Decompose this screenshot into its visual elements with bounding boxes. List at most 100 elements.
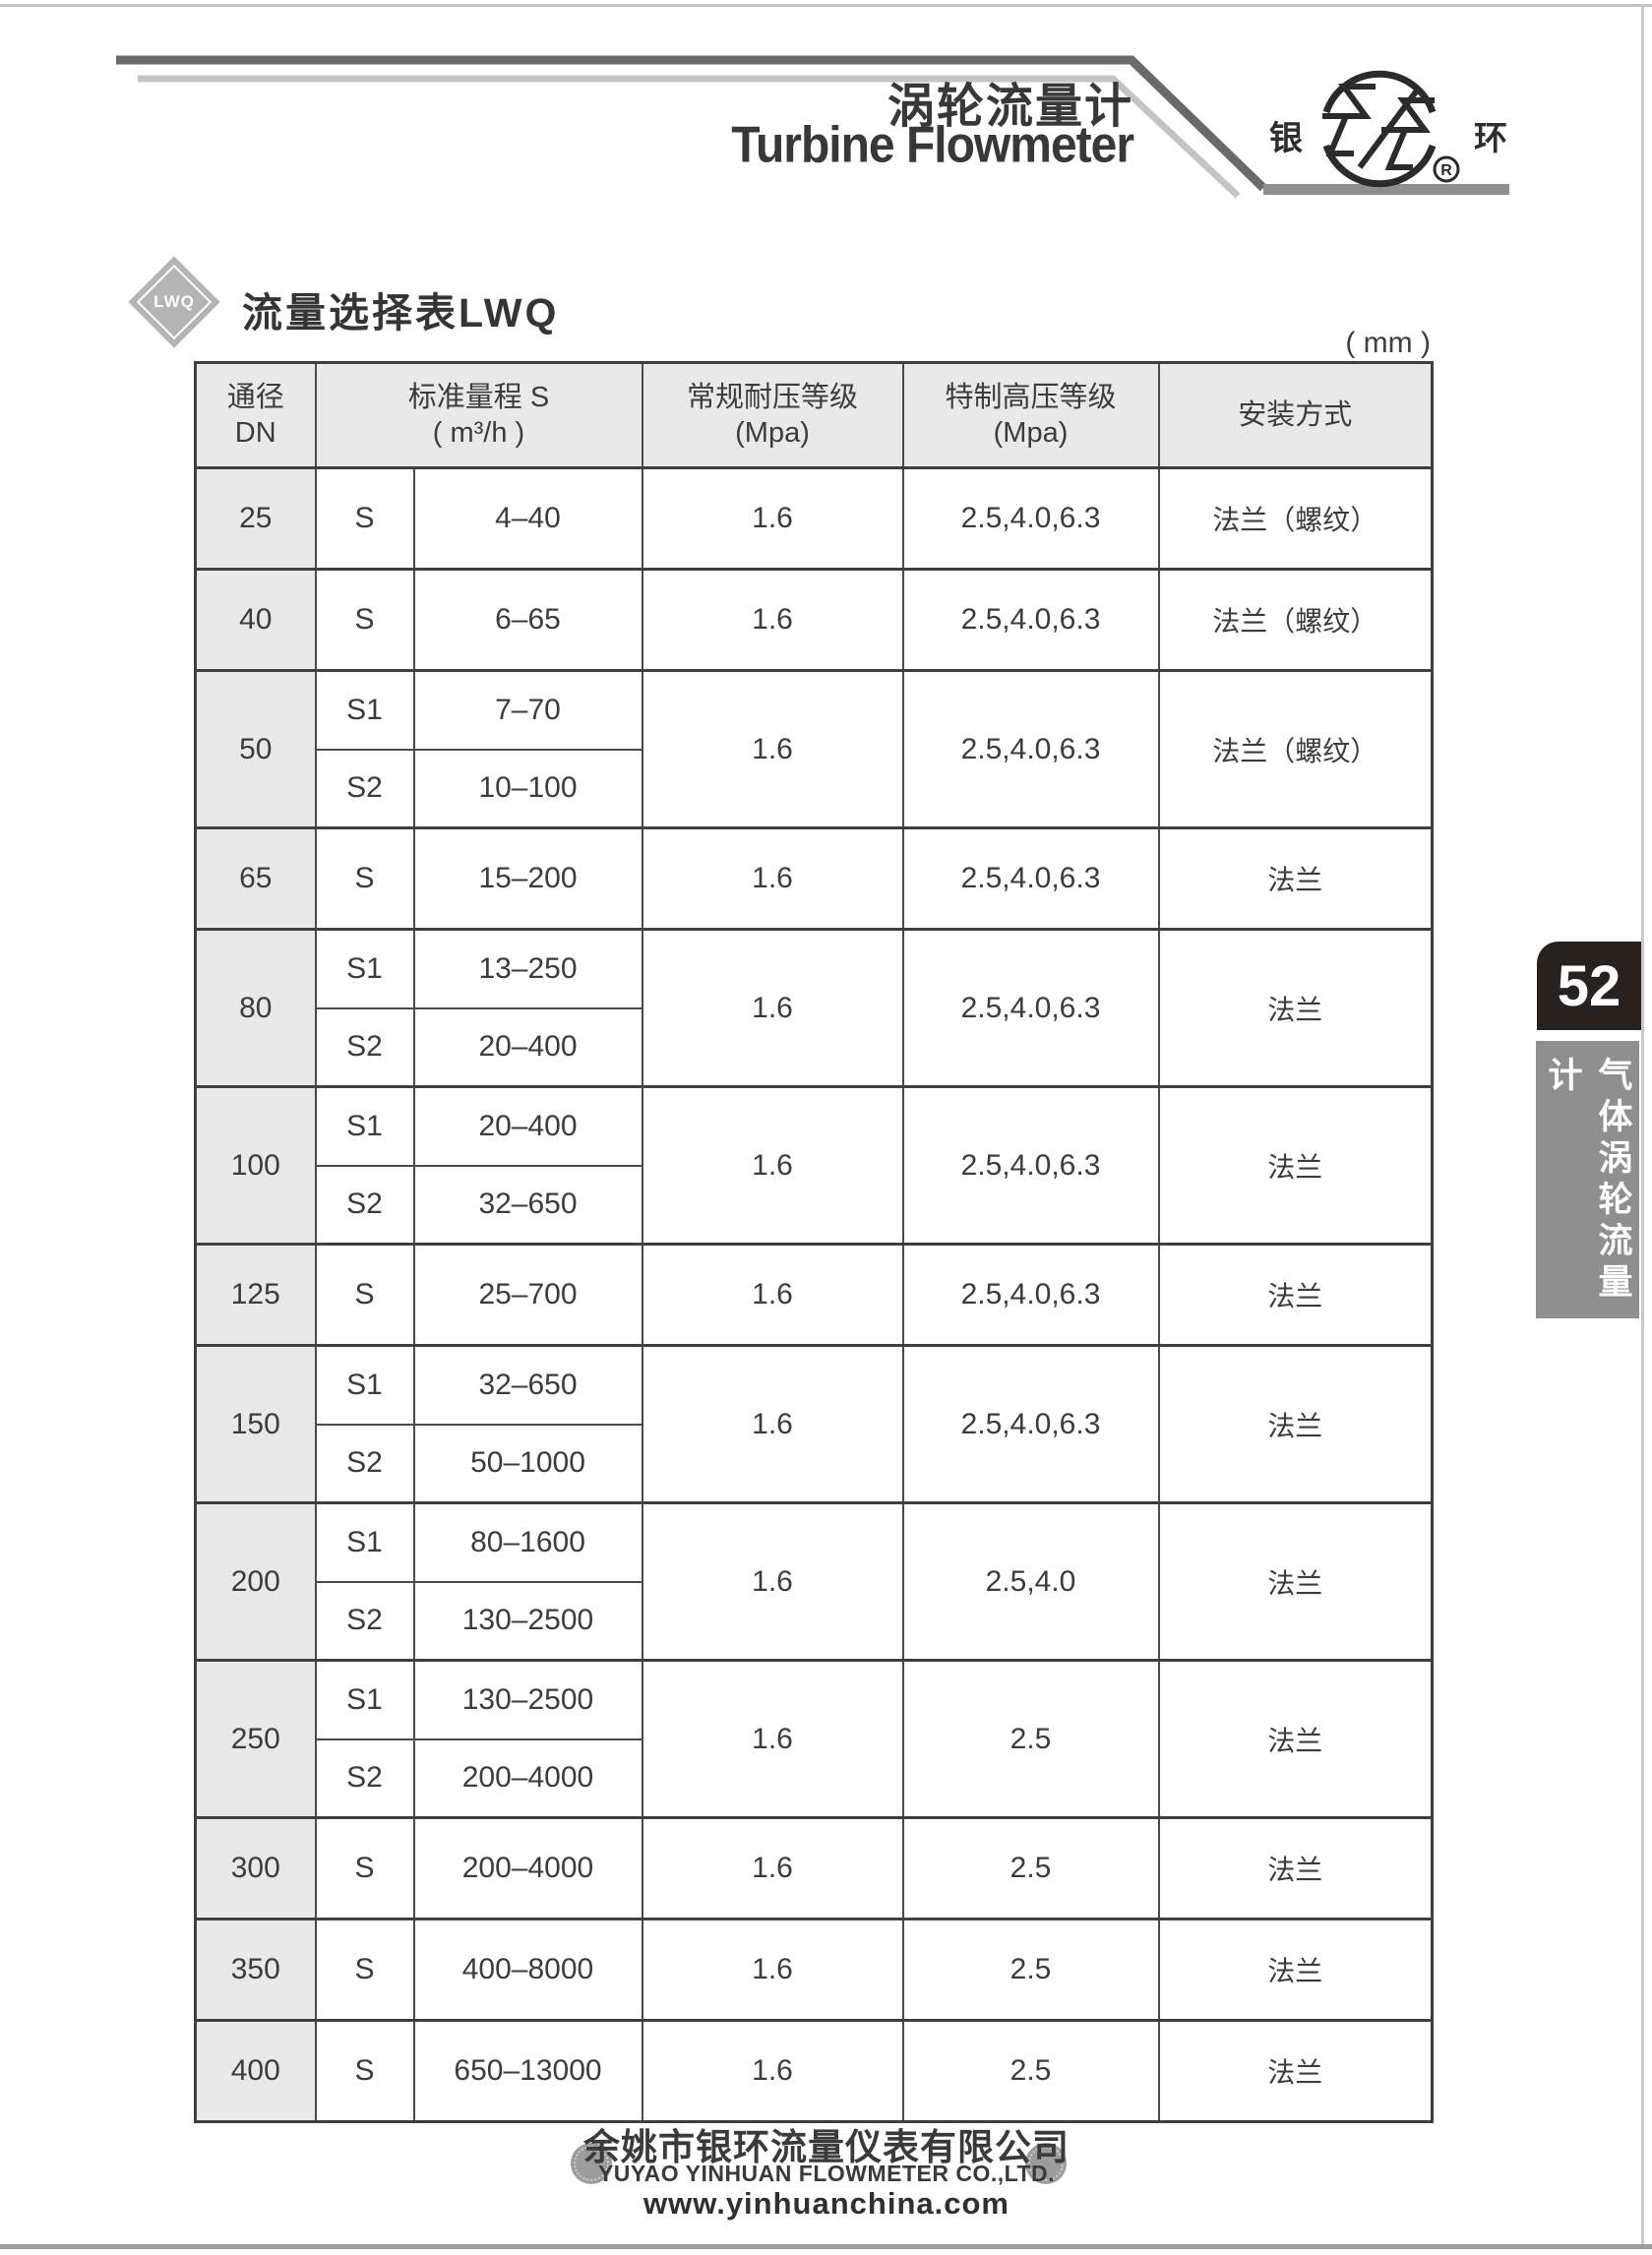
- cell-dn: 300: [194, 1816, 317, 1920]
- cell-special: 2.5: [901, 1816, 1160, 1920]
- cell-special: 2.5,4.0,6.3: [901, 669, 1160, 829]
- cell-range: 15–200: [412, 826, 643, 931]
- cell-normal: 1.6: [641, 1816, 904, 1920]
- cell-dn: 40: [194, 568, 317, 672]
- header-special-pressure: 特制高压等级 (Mpa): [901, 361, 1160, 469]
- cell-s: S2: [314, 1006, 415, 1088]
- cell-mount: 法兰: [1157, 1344, 1434, 1504]
- cell-mount: 法兰: [1157, 1501, 1434, 1662]
- section-title: 流量选择表LWQ: [242, 290, 560, 335]
- cell-dn: 250: [194, 1659, 317, 1819]
- yinhuan-brand-logo: 银 R 环: [1269, 70, 1507, 188]
- cell-dn: 350: [194, 1918, 317, 2022]
- cell-dn: 150: [194, 1344, 317, 1504]
- table-row: 300 S 200–4000 1.6 2.5 法兰: [194, 1816, 1434, 1920]
- cell-dn: 65: [194, 826, 317, 931]
- cell-mount: 法兰（螺纹）: [1157, 466, 1434, 571]
- cell-range: 13–250: [412, 928, 643, 1009]
- spec-table-body: 25 S 4–40 1.6 2.5,4.0,6.3 法兰（螺纹） 40 S 6–65 1.6 2.5…: [194, 466, 1434, 2123]
- cell-s: S1: [314, 1501, 415, 1583]
- table-subrow: S2 130–2500: [196, 1580, 1433, 1662]
- page-title-english: Turbine Flowmeter: [731, 117, 1134, 174]
- category-tab: 气体涡轮流量计: [1536, 1041, 1639, 1318]
- cell-mount: 法兰（螺纹）: [1157, 568, 1434, 672]
- company-name-chinese: 余姚市银环流量仪表有限公司: [583, 2128, 1070, 2168]
- cell-mount: 法兰: [1157, 1816, 1434, 1920]
- cell-special: 2.5,4.0,6.3: [901, 568, 1160, 672]
- cell-special: 2.5,4.0,6.3: [901, 1344, 1160, 1504]
- cell-normal: 1.6: [641, 466, 904, 571]
- cell-range: 400–8000: [412, 1918, 643, 2022]
- cell-s: S1: [314, 669, 415, 751]
- cell-range: 10–100: [412, 748, 643, 829]
- page-title-chinese: 涡轮流量计: [887, 81, 1133, 133]
- cell-special: 2.5,4.0: [901, 1501, 1160, 1662]
- logo-left-char: 银: [1269, 120, 1303, 157]
- cell-mount: 法兰: [1157, 1085, 1434, 1246]
- cell-mount: 法兰: [1157, 1918, 1434, 2022]
- cell-range: 200–4000: [412, 1737, 643, 1819]
- unit-label: ( mm ): [1345, 327, 1431, 359]
- table-row: 40 S 6–65 1.6 2.5,4.0,6.3 法兰（螺纹）: [194, 568, 1434, 672]
- cell-normal: 1.6: [641, 826, 904, 931]
- cell-s: S: [314, 568, 415, 672]
- table-row: 150 S1 32–650 1.6 2.5,4.0,6.3 法兰: [194, 1344, 1434, 1504]
- lwq-badge: LWQ: [128, 256, 220, 348]
- cell-special: 2.5: [901, 2019, 1160, 2123]
- table-row: 25 S 4–40 1.6 2.5,4.0,6.3 法兰（螺纹）: [194, 466, 1434, 571]
- registered-trademark-icon: R: [1433, 155, 1460, 183]
- table-row: 250 S1 130–2500 1.6 2.5 法兰: [194, 1659, 1434, 1819]
- cell-s: S2: [314, 1164, 415, 1246]
- table-subrow: S2 50–1000: [196, 1423, 1433, 1504]
- cell-range: 50–1000: [412, 1423, 643, 1504]
- category-label: 气体涡轮流量计: [1543, 1057, 1632, 1305]
- cell-s: S2: [314, 1580, 415, 1662]
- cell-s: S1: [314, 928, 415, 1009]
- header-dn: 通径 DN: [194, 361, 317, 469]
- cell-s: S1: [314, 1085, 415, 1167]
- page-number-tab: 52: [1537, 942, 1641, 1030]
- logo-bolt-glyphs-icon: [1322, 84, 1435, 170]
- cell-range: 130–2500: [412, 1659, 643, 1740]
- header-mount: 安装方式: [1157, 361, 1434, 469]
- cell-mount: 法兰: [1157, 2019, 1434, 2123]
- table-row: 50 S1 7–70 1.6 2.5,4.0,6.3 法兰（螺纹）: [194, 669, 1434, 829]
- svg-text:R: R: [1440, 162, 1452, 179]
- table-subrow: S2 20–400: [196, 1006, 1433, 1088]
- cell-special: 2.5,4.0,6.3: [901, 1085, 1160, 1246]
- table-subrow: S2 200–4000: [196, 1737, 1433, 1819]
- page-border-bottom: [0, 2244, 1652, 2249]
- cell-mount: 法兰（螺纹）: [1157, 669, 1434, 829]
- cell-mount: 法兰: [1157, 826, 1434, 931]
- cell-normal: 1.6: [641, 1659, 904, 1819]
- cell-normal: 1.6: [641, 928, 904, 1088]
- cell-normal: 1.6: [641, 1501, 904, 1662]
- table-row: 200 S1 80–1600 1.6 2.5,4.0 法兰: [194, 1501, 1434, 1662]
- cell-s: S1: [314, 1344, 415, 1426]
- page-number: 52: [1557, 953, 1621, 1018]
- cell-special: 2.5,4.0,6.3: [901, 928, 1160, 1088]
- cell-s: S: [314, 1816, 415, 1920]
- cell-normal: 1.6: [641, 669, 904, 829]
- cell-normal: 1.6: [641, 1085, 904, 1246]
- table-row: 65 S 15–200 1.6 2.5,4.0,6.3 法兰: [194, 826, 1434, 931]
- cell-range: 200–4000: [412, 1816, 643, 1920]
- page-border-top: [0, 4, 1652, 7]
- cell-s: S: [314, 1918, 415, 2022]
- table-row: 80 S1 13–250 1.6 2.5,4.0,6.3 法兰: [194, 928, 1434, 1088]
- cell-special: 2.5: [901, 1918, 1160, 2022]
- page-border-right: [1641, 4, 1644, 2249]
- header-normal-pressure: 常规耐压等级 (Mpa): [641, 361, 904, 469]
- cell-special: 2.5: [901, 1659, 1160, 1819]
- cell-range: 7–70: [412, 669, 643, 751]
- cell-mount: 法兰: [1157, 928, 1434, 1088]
- cell-range: 130–2500: [412, 1580, 643, 1662]
- cell-mount: 法兰: [1157, 1659, 1434, 1819]
- cell-range: 20–400: [412, 1085, 643, 1167]
- flow-selection-table: 通径 DN 标准量程 S ( m³/h ) 常规耐压等级 (Mpa) 特制高压等…: [194, 361, 1434, 2123]
- cell-mount: 法兰: [1157, 1243, 1434, 1347]
- cell-normal: 1.6: [641, 1344, 904, 1504]
- cell-normal: 1.6: [641, 1918, 904, 2022]
- company-name-english: YUYAO YINHUAN FLOWMETER CO.,LTD.: [597, 2161, 1056, 2186]
- logo-right-char: 环: [1474, 120, 1507, 157]
